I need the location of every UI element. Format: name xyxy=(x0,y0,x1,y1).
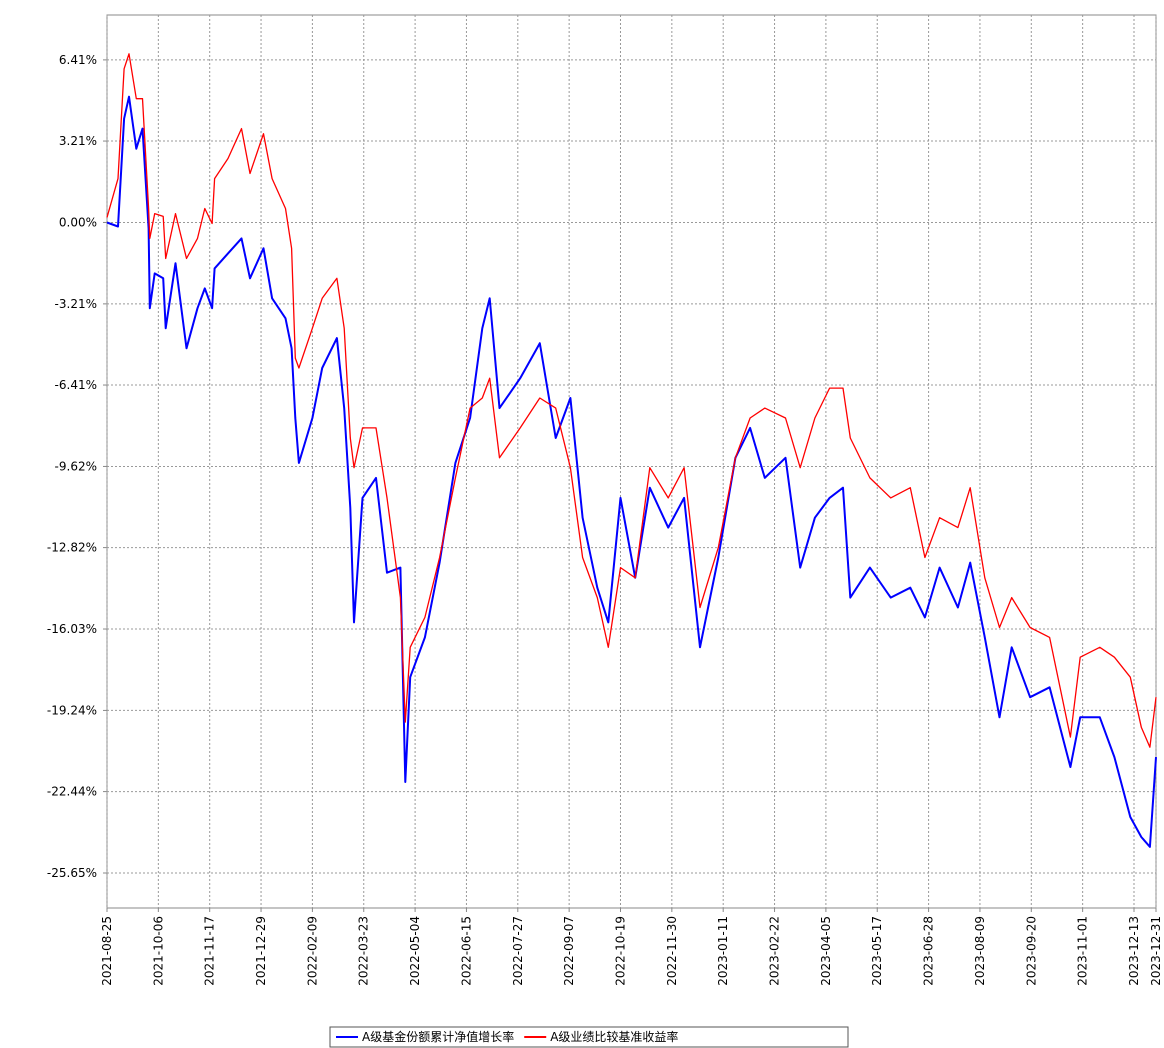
x-tick-label: 2023-04-05 xyxy=(819,916,833,986)
x-tick-label: 2023-12-31 xyxy=(1149,916,1163,986)
x-tick-label: 2023-09-20 xyxy=(1024,916,1038,986)
y-tick-label: -3.21% xyxy=(55,297,97,311)
x-tick-label: 2021-08-25 xyxy=(100,916,114,986)
series-line xyxy=(106,95,1157,848)
x-tick-label: 2021-12-29 xyxy=(254,916,268,986)
x-tick-label: 2021-10-06 xyxy=(151,916,165,986)
x-tick-label: 2022-10-19 xyxy=(613,916,627,986)
y-tick-label: -22.44% xyxy=(47,785,97,799)
x-tick-label: 2023-05-17 xyxy=(870,916,884,986)
x-tick-label: 2022-09-07 xyxy=(562,916,576,986)
x-tick-label: 2022-06-15 xyxy=(459,916,473,986)
legend-label: A级基金份额累计净值增长率 xyxy=(362,1029,514,1044)
x-tick-label: 2023-11-01 xyxy=(1076,916,1090,986)
legend-label: A级业绩比较基准收益率 xyxy=(550,1029,678,1044)
y-tick-label: -12.82% xyxy=(47,541,97,555)
y-tick-label: -16.03% xyxy=(47,622,97,636)
x-tick-label: 2023-02-22 xyxy=(768,916,782,986)
y-tick-label: 6.41% xyxy=(59,53,97,67)
x-tick-label: 2022-07-27 xyxy=(511,916,525,986)
legend-box xyxy=(329,1026,849,1048)
plot-area xyxy=(106,14,1157,909)
x-tick-label: 2022-11-30 xyxy=(665,916,679,986)
y-tick-label: -6.41% xyxy=(55,378,97,392)
x-tick-label: 2022-05-04 xyxy=(408,916,422,986)
y-tick-label: 3.21% xyxy=(59,134,97,148)
x-tick-label: 2023-08-09 xyxy=(973,916,987,986)
y-tick-label: 0.00% xyxy=(59,215,97,229)
x-tick-label: 2022-03-23 xyxy=(357,916,371,986)
x-tick-label: 2023-06-28 xyxy=(922,916,936,986)
y-tick-label: -19.24% xyxy=(47,703,97,717)
x-tick-label: 2023-12-13 xyxy=(1127,916,1141,986)
x-tick-label: 2023-01-11 xyxy=(716,916,730,986)
x-tick-label: 2022-02-09 xyxy=(305,916,319,986)
series-line xyxy=(106,53,1157,748)
y-tick-label: -25.65% xyxy=(47,866,97,880)
y-tick-label: -9.62% xyxy=(55,459,97,473)
x-tick-label: 2021-11-17 xyxy=(203,916,217,986)
